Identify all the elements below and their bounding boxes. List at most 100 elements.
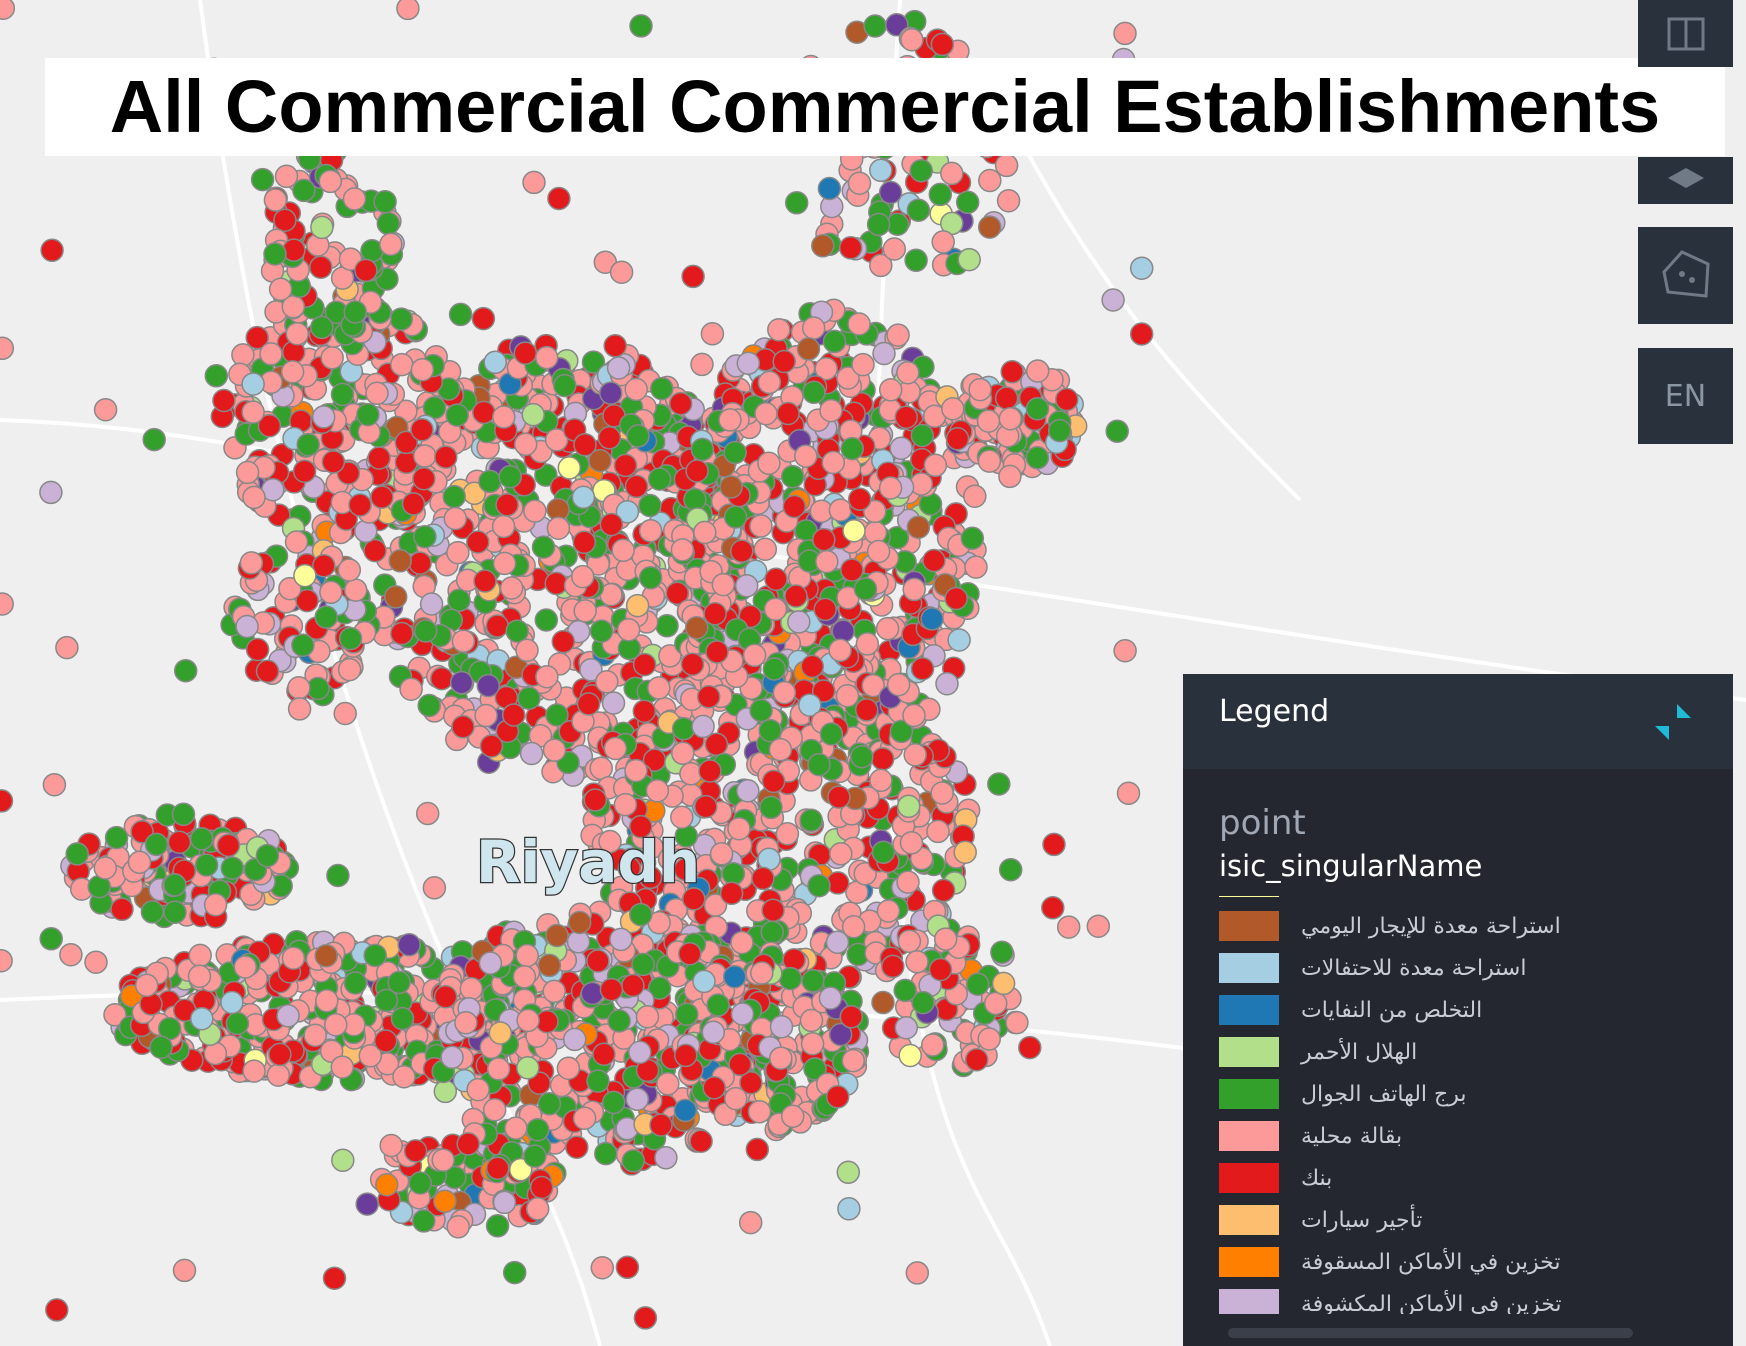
map-point[interactable] bbox=[446, 1215, 470, 1239]
map-point[interactable] bbox=[376, 211, 401, 236]
map-point[interactable] bbox=[821, 450, 846, 475]
map-point[interactable] bbox=[1025, 359, 1050, 383]
map-point[interactable] bbox=[338, 626, 363, 651]
map-point[interactable] bbox=[847, 487, 872, 511]
map-point[interactable] bbox=[775, 821, 800, 846]
map-point[interactable] bbox=[625, 1087, 650, 1112]
map-point[interactable] bbox=[512, 965, 537, 989]
map-point[interactable] bbox=[778, 966, 803, 991]
map-point[interactable] bbox=[318, 169, 343, 194]
map-point[interactable] bbox=[869, 768, 893, 793]
map-point[interactable] bbox=[931, 230, 955, 254]
map-point[interactable] bbox=[204, 364, 229, 388]
map-point[interactable] bbox=[831, 619, 855, 643]
map-point[interactable] bbox=[870, 747, 895, 771]
map-point[interactable] bbox=[59, 942, 83, 967]
map-point[interactable] bbox=[701, 1020, 726, 1045]
map-point[interactable] bbox=[513, 341, 538, 365]
map-point[interactable] bbox=[629, 14, 653, 38]
map-point[interactable] bbox=[319, 580, 343, 605]
map-point[interactable] bbox=[373, 1029, 398, 1053]
map-point[interactable] bbox=[314, 605, 338, 629]
map-point[interactable] bbox=[0, 592, 14, 616]
map-point[interactable] bbox=[955, 190, 980, 215]
map-point[interactable] bbox=[819, 722, 844, 746]
map-point[interactable] bbox=[1113, 21, 1137, 46]
map-point[interactable] bbox=[485, 1156, 510, 1181]
map-point[interactable] bbox=[373, 189, 397, 214]
map-point[interactable] bbox=[163, 873, 187, 897]
map-point[interactable] bbox=[947, 628, 971, 652]
map-point[interactable] bbox=[0, 948, 13, 973]
map-point[interactable] bbox=[348, 493, 372, 517]
map-point[interactable] bbox=[266, 1063, 291, 1087]
map-point[interactable] bbox=[321, 450, 346, 474]
map-point[interactable] bbox=[572, 530, 597, 555]
map-point[interactable] bbox=[940, 161, 964, 186]
map-point[interactable] bbox=[522, 170, 546, 195]
map-point[interactable] bbox=[104, 825, 129, 850]
map-point[interactable] bbox=[110, 897, 134, 922]
map-point[interactable] bbox=[920, 607, 944, 631]
map-point[interactable] bbox=[449, 670, 474, 695]
map-point[interactable] bbox=[586, 949, 610, 973]
map-point[interactable] bbox=[963, 484, 987, 508]
map-point[interactable] bbox=[872, 341, 896, 366]
map-point[interactable] bbox=[822, 329, 847, 354]
map-point[interactable] bbox=[768, 737, 793, 762]
map-point[interactable] bbox=[545, 703, 569, 727]
map-point[interactable] bbox=[609, 260, 634, 284]
map-point[interactable] bbox=[590, 1255, 615, 1280]
map-point[interactable] bbox=[389, 307, 414, 331]
map-point[interactable] bbox=[621, 1149, 646, 1173]
map-point[interactable] bbox=[498, 464, 522, 489]
map-point[interactable] bbox=[287, 676, 311, 700]
map-point[interactable] bbox=[902, 703, 926, 728]
map-point[interactable] bbox=[1116, 781, 1141, 806]
map-point[interactable] bbox=[632, 699, 657, 723]
map-point[interactable] bbox=[292, 459, 317, 483]
map-point[interactable] bbox=[902, 577, 926, 602]
map-point[interactable] bbox=[443, 506, 468, 531]
map-point[interactable] bbox=[649, 1113, 673, 1137]
map-point[interactable] bbox=[761, 769, 786, 794]
map-point[interactable] bbox=[654, 1146, 678, 1170]
map-point[interactable] bbox=[535, 664, 559, 689]
map-point[interactable] bbox=[242, 485, 266, 510]
map-point[interactable] bbox=[944, 586, 968, 611]
map-point[interactable] bbox=[749, 514, 773, 538]
map-point[interactable] bbox=[734, 574, 759, 598]
map-point[interactable] bbox=[784, 584, 808, 608]
map-point[interactable] bbox=[280, 360, 305, 384]
map-point[interactable] bbox=[624, 377, 648, 402]
map-point[interactable] bbox=[551, 629, 576, 654]
map-point[interactable] bbox=[853, 577, 878, 601]
map-point[interactable] bbox=[42, 772, 67, 797]
map-point[interactable] bbox=[670, 805, 694, 829]
map-point[interactable] bbox=[383, 585, 408, 609]
map-point[interactable] bbox=[250, 167, 275, 192]
map-point[interactable] bbox=[935, 671, 959, 696]
map-point[interactable] bbox=[284, 530, 309, 554]
map-point[interactable] bbox=[656, 1071, 680, 1096]
map-point[interactable] bbox=[492, 405, 516, 429]
map-point[interactable] bbox=[212, 388, 236, 413]
map-point[interactable] bbox=[412, 1209, 436, 1233]
map-point[interactable] bbox=[998, 857, 1023, 882]
map-point[interactable] bbox=[815, 549, 839, 574]
map-point[interactable] bbox=[1018, 1035, 1042, 1060]
map-point[interactable] bbox=[906, 198, 931, 222]
map-point[interactable] bbox=[172, 1258, 197, 1283]
map-point[interactable] bbox=[904, 248, 928, 273]
map-point[interactable] bbox=[410, 418, 434, 442]
map-point[interactable] bbox=[601, 691, 626, 715]
map-point[interactable] bbox=[0, 0, 16, 20]
map-point[interactable] bbox=[769, 1046, 793, 1070]
map-point[interactable] bbox=[84, 950, 108, 974]
map-point[interactable] bbox=[337, 558, 362, 582]
map-point[interactable] bbox=[878, 378, 903, 402]
map-point[interactable] bbox=[354, 258, 378, 283]
map-point[interactable] bbox=[241, 372, 265, 396]
map-point[interactable] bbox=[719, 475, 743, 499]
map-point[interactable] bbox=[886, 323, 910, 347]
